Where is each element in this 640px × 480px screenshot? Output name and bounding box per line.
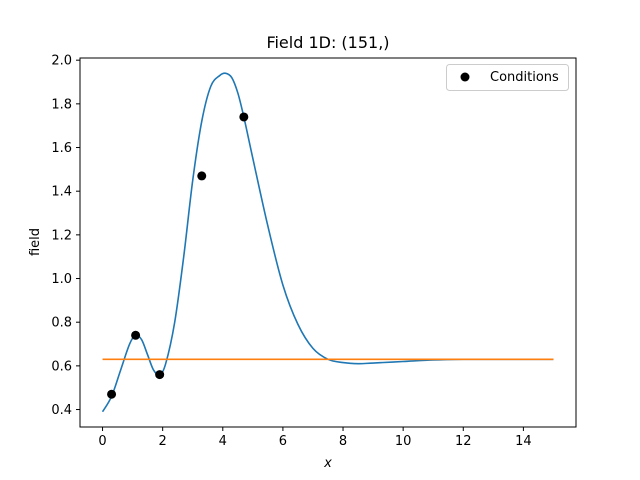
x-tick-label: 4 <box>219 434 227 449</box>
condition-point <box>107 389 117 399</box>
condition-point <box>239 112 249 122</box>
legend: Conditions <box>446 64 569 91</box>
x-axis-label: x <box>323 456 332 471</box>
y-tick-label: 1.0 <box>51 272 72 287</box>
y-tick-label: 0.4 <box>51 403 72 418</box>
y-tick-label: 1.8 <box>51 97 72 112</box>
y-axis-label: field <box>28 228 43 256</box>
y-tick-label: 1.2 <box>51 228 72 243</box>
x-tick-label: 2 <box>159 434 167 449</box>
field-curve <box>101 72 554 413</box>
legend-box <box>446 64 569 91</box>
y-tick-label: 1.6 <box>51 141 72 156</box>
y-tick-label: 0.8 <box>51 316 72 331</box>
condition-point <box>155 370 165 380</box>
x-tick-label: 14 <box>515 434 532 449</box>
axis-ticks: 0 2 4 6 8 10 12 14 0.4 0.6 0.8 1.0 1.2 1.4 1.6 1.8 2.0 <box>51 54 531 449</box>
y-tick-label: 2.0 <box>51 54 72 69</box>
x-tick-label: 8 <box>339 434 347 449</box>
condition-point <box>197 171 207 181</box>
condition-point <box>131 330 141 340</box>
x-tick-label: 12 <box>455 434 472 449</box>
y-tick-label: 1.4 <box>51 185 72 200</box>
chart-title: Field 1D: (151,) <box>266 33 389 52</box>
x-tick-label: 0 <box>98 434 106 449</box>
plot-area <box>101 72 554 413</box>
legend-label-conditions: Conditions <box>490 70 559 85</box>
legend-marker-conditions <box>460 72 470 82</box>
x-tick-label: 6 <box>279 434 287 449</box>
x-tick-label: 10 <box>395 434 412 449</box>
axes-frame <box>79 57 577 428</box>
y-tick-label: 0.6 <box>51 359 72 374</box>
